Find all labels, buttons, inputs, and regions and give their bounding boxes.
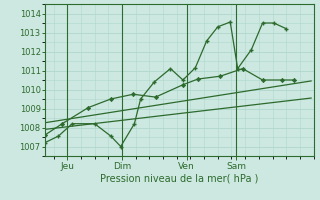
X-axis label: Pression niveau de la mer( hPa ): Pression niveau de la mer( hPa ): [100, 173, 258, 183]
